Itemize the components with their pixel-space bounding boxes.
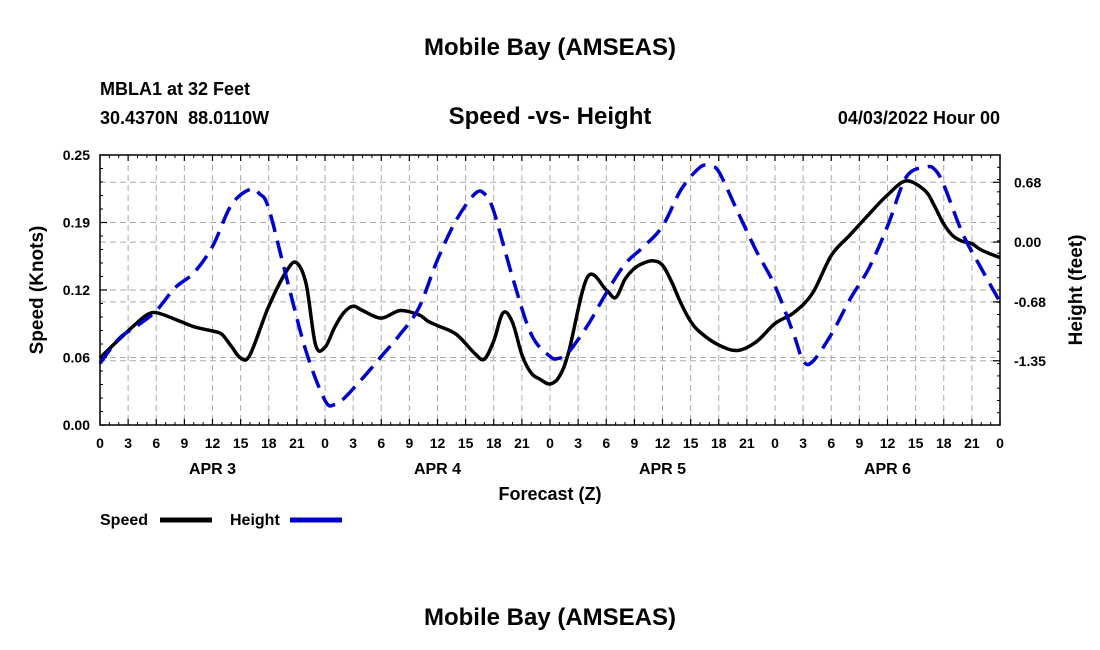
day-label: APR 6 xyxy=(864,461,911,478)
chart-title: Mobile Bay (AMSEAS) xyxy=(424,34,676,61)
run-time-label: 04/03/2022 Hour 00 xyxy=(838,108,1000,128)
x-tick-label: 3 xyxy=(574,435,582,451)
x-tick-label: 18 xyxy=(261,435,277,451)
x-tick-label: 0 xyxy=(96,435,104,451)
x-tick-label: 9 xyxy=(630,435,638,451)
station-label: MBLA1 at 32 Feet xyxy=(100,79,250,99)
x-tick-label: 3 xyxy=(349,435,357,451)
x-tick-label: 0 xyxy=(996,435,1004,451)
y-left-tick-label: 0.25 xyxy=(63,147,90,163)
x-tick-label: 6 xyxy=(152,435,160,451)
y-right-tick-label: 0.00 xyxy=(1014,234,1041,250)
tick-labels: 0 3 6 9 12 15 18 21 0 3 6 9 12 15 18 21 0 3 6 9 12 15 18 21 0 3 6 9… xyxy=(63,147,1046,478)
x-tick-label: 21 xyxy=(289,435,305,451)
x-tick-label: 21 xyxy=(964,435,980,451)
x-tick-label: 18 xyxy=(486,435,502,451)
x-tick-label: 15 xyxy=(233,435,249,451)
x-tick-label: 3 xyxy=(799,435,807,451)
y-axis-label-right: Height (feet) xyxy=(1066,235,1087,346)
x-tick-label: 9 xyxy=(855,435,863,451)
x-tick-label: 0 xyxy=(771,435,779,451)
day-label: APR 5 xyxy=(639,461,686,478)
x-tick-label: 18 xyxy=(711,435,727,451)
y-axis-label-left: Speed (Knots) xyxy=(27,226,48,355)
x-tick-label: 12 xyxy=(205,435,221,451)
x-tick-label: 12 xyxy=(655,435,671,451)
legend-height-label: Height xyxy=(230,512,280,529)
y-right-tick-label: -1.35 xyxy=(1014,353,1046,369)
y-left-tick-label: 0.19 xyxy=(63,215,90,231)
day-label: APR 4 xyxy=(414,461,461,478)
y-right-tick-label: -0.68 xyxy=(1014,294,1046,310)
x-tick-label: 6 xyxy=(602,435,610,451)
x-tick-label: 15 xyxy=(458,435,474,451)
y-right-tick-label: 0.68 xyxy=(1014,174,1041,190)
x-tick-label: 18 xyxy=(936,435,952,451)
x-tick-label: 0 xyxy=(546,435,554,451)
legend-speed-label: Speed xyxy=(100,512,148,529)
coords-label: 30.4370N 88.0110W xyxy=(100,108,269,128)
x-tick-label: 0 xyxy=(321,435,329,451)
y-left-tick-label: 0.00 xyxy=(63,417,90,433)
x-tick-label: 21 xyxy=(739,435,755,451)
x-axis-label: Forecast (Z) xyxy=(498,484,601,504)
x-tick-label: 6 xyxy=(377,435,385,451)
chart-subtitle: Speed -vs- Height xyxy=(449,103,652,130)
series-layer xyxy=(98,163,1002,408)
footer-title: Mobile Bay (AMSEAS) xyxy=(424,604,676,631)
x-tick-label: 12 xyxy=(430,435,446,451)
x-tick-label: 15 xyxy=(908,435,924,451)
x-tick-label: 9 xyxy=(405,435,413,451)
series-line-height xyxy=(98,163,1002,408)
x-tick-label: 15 xyxy=(683,435,699,451)
legend: Speed Height xyxy=(100,512,342,529)
x-tick-label: 9 xyxy=(180,435,188,451)
series-line-speed xyxy=(98,179,1001,386)
y-left-tick-label: 0.12 xyxy=(63,282,90,298)
day-label: APR 3 xyxy=(189,461,236,478)
x-tick-label: 6 xyxy=(827,435,835,451)
plot-frame xyxy=(99,154,1001,426)
x-tick-label: 3 xyxy=(124,435,132,451)
x-tick-label: 21 xyxy=(514,435,530,451)
y-left-tick-label: 0.06 xyxy=(63,350,90,366)
x-tick-label: 12 xyxy=(880,435,896,451)
